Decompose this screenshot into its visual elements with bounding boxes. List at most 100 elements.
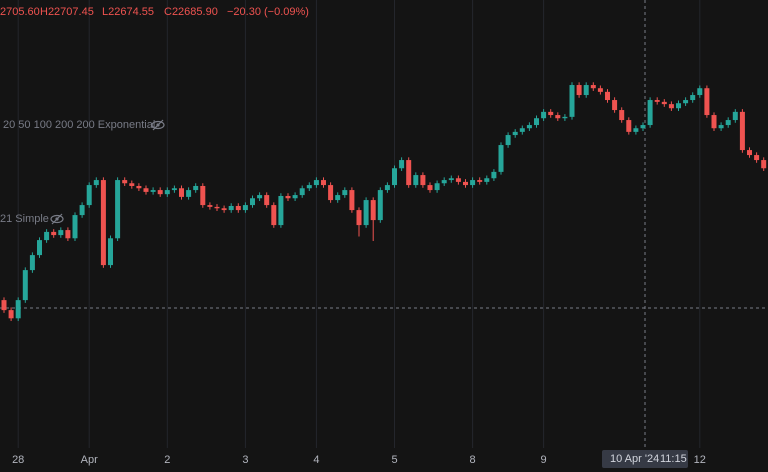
crosshair-date: 10 Apr '24 xyxy=(610,453,659,465)
candle-body xyxy=(72,215,78,239)
candle-body xyxy=(548,111,554,116)
candle-body xyxy=(661,101,667,105)
candle-body xyxy=(704,88,710,116)
x-tick-label: 4 xyxy=(313,454,319,466)
grid xyxy=(17,0,701,448)
candle-body xyxy=(129,183,135,186)
x-tick-label: 28 xyxy=(12,454,24,466)
candle-body xyxy=(725,120,731,126)
candle-body xyxy=(306,185,312,189)
candle-body xyxy=(115,180,121,239)
candle-body xyxy=(498,145,504,172)
crosshair-label-box xyxy=(602,450,688,468)
candle-body xyxy=(299,188,305,196)
candle-body xyxy=(619,110,625,121)
candle-body xyxy=(463,181,468,186)
candle-body xyxy=(612,100,618,111)
candle-body xyxy=(150,190,156,192)
eye-icon[interactable] xyxy=(151,119,165,131)
candle-body xyxy=(484,178,490,182)
candles xyxy=(1,82,767,322)
candle-body xyxy=(143,188,149,192)
candle-body xyxy=(626,120,632,132)
candle-body xyxy=(754,155,760,161)
candle-body xyxy=(597,88,603,92)
candle-body xyxy=(29,255,35,271)
readout-low: L22674.55 xyxy=(102,6,154,18)
candle-body xyxy=(171,188,177,191)
candle-body xyxy=(335,195,341,201)
candle-body xyxy=(406,160,412,186)
candle-body xyxy=(93,180,99,186)
candle-body xyxy=(157,190,163,195)
candle-body xyxy=(207,205,213,207)
crosshair-time: 11:15 xyxy=(660,453,687,465)
candle-body xyxy=(214,206,220,209)
candle-body xyxy=(555,115,561,119)
candle-body xyxy=(420,175,426,186)
candle-body xyxy=(242,205,248,211)
candle-body xyxy=(58,230,64,236)
candle-body xyxy=(690,95,696,101)
candle-body xyxy=(179,188,184,197)
candle-body xyxy=(186,190,192,197)
candle-body xyxy=(491,171,497,179)
candle-body xyxy=(342,190,348,196)
candle-body xyxy=(292,195,298,199)
indicator-ema: 20 50 100 200 200 Exponential xyxy=(3,119,155,131)
candle-body xyxy=(136,185,142,189)
ohlc-readout: 2705.60 H22707.45 L22674.55 C22685.90 −2… xyxy=(0,6,309,18)
candle-body xyxy=(562,116,568,119)
candle-body xyxy=(1,300,7,311)
eye-icon[interactable] xyxy=(50,213,64,225)
candle-body xyxy=(477,180,483,182)
candle-body xyxy=(541,111,547,119)
candle-body xyxy=(711,115,717,129)
candle-body xyxy=(356,210,362,226)
candle-body xyxy=(51,231,57,236)
x-tick-label: 8 xyxy=(470,454,476,466)
x-axis: 28 Apr 2 3 4 5 8 9 12 xyxy=(12,454,706,466)
candle-body xyxy=(640,125,646,129)
x-tick-label: 3 xyxy=(242,454,248,466)
x-tick-label: Apr xyxy=(81,454,98,466)
candle-body xyxy=(739,111,745,151)
candle-body xyxy=(512,131,518,136)
candle-body xyxy=(349,190,355,211)
candle-body xyxy=(519,128,525,132)
readout-change: −20.30 (−0.09%) xyxy=(227,6,309,18)
candle-body xyxy=(100,180,106,266)
candle-body xyxy=(22,270,28,301)
candle-body xyxy=(250,198,255,206)
candle-body xyxy=(235,205,241,211)
candle-body xyxy=(761,160,767,169)
readout-high: H22707.45 xyxy=(40,6,94,18)
candle-body xyxy=(448,178,454,181)
candle-body xyxy=(392,168,397,186)
candle-body xyxy=(434,183,440,191)
candle-body xyxy=(79,205,85,216)
candle-body xyxy=(718,125,724,129)
candle-body xyxy=(583,85,589,96)
candle-body xyxy=(122,180,128,184)
readout-close: C22685.90 xyxy=(164,6,218,18)
candle-body xyxy=(427,185,433,191)
candle-body xyxy=(285,195,291,199)
candle-body xyxy=(647,100,653,126)
candle-body xyxy=(534,118,539,126)
candle-body xyxy=(676,103,681,109)
indicator-sma: 21 Simple xyxy=(0,213,49,225)
candle-body xyxy=(683,100,689,104)
candle-body xyxy=(193,185,199,191)
candle-body xyxy=(271,205,277,226)
candle-body xyxy=(747,150,752,156)
candle-body xyxy=(278,195,284,226)
candle-body xyxy=(399,160,405,169)
candle-body xyxy=(328,185,334,201)
candle-body xyxy=(526,125,532,129)
candle-body xyxy=(108,238,113,266)
candle-body xyxy=(590,85,596,89)
candle-body xyxy=(228,205,234,211)
